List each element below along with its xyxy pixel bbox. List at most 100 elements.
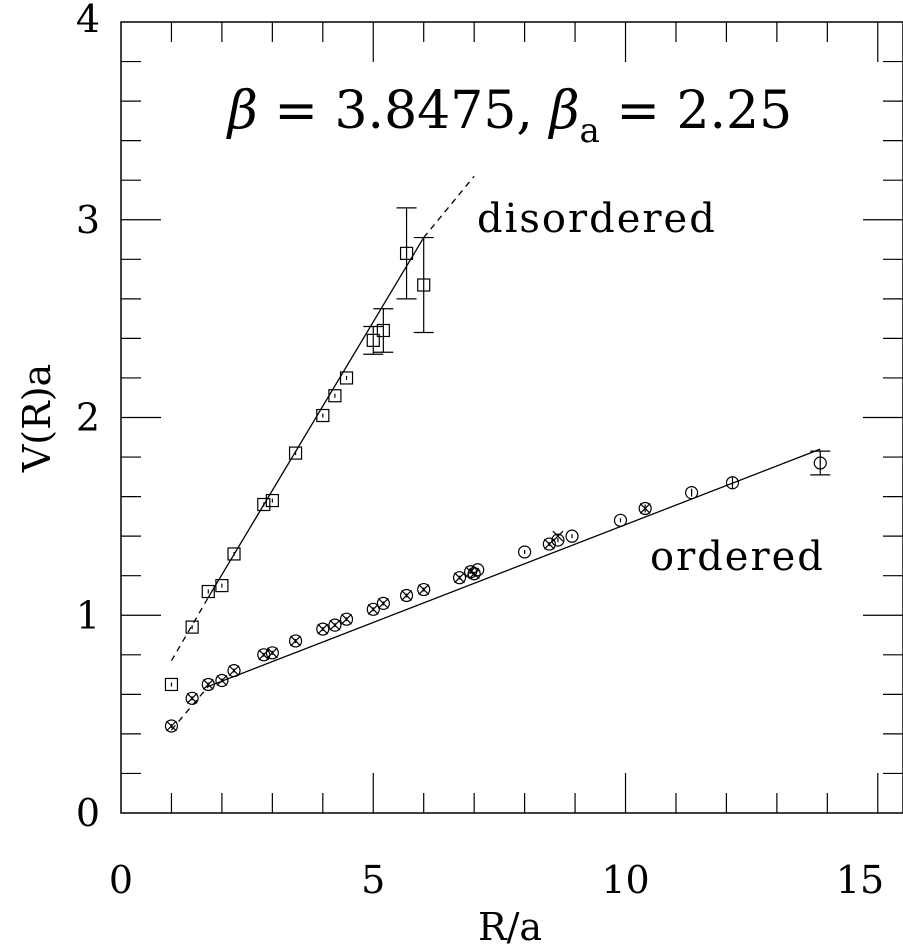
cross-marker-b [258, 649, 270, 661]
cross-marker-b [341, 613, 352, 625]
square-point [413, 236, 434, 334]
y-tick-label: 1 [76, 593, 100, 637]
cross-point [202, 679, 214, 690]
title-beta-a-symbol: β [547, 81, 579, 141]
fit-lines [170, 175, 821, 731]
circle-marker [366, 602, 380, 616]
cross-point [465, 566, 477, 578]
circle-marker [685, 486, 699, 500]
circle-point [810, 450, 831, 476]
circle-marker [565, 529, 579, 543]
circle-marker [518, 545, 532, 559]
cross-marker-b [454, 572, 465, 584]
square-point [185, 620, 199, 634]
circle-point [725, 476, 740, 490]
x-tick-label: 15 [836, 858, 884, 902]
y-tick-label: 0 [76, 791, 100, 835]
square-point [396, 207, 417, 300]
square-marker [227, 547, 241, 561]
fit-line-solid-0 [207, 237, 425, 598]
cross-marker-b [228, 665, 240, 677]
circle-marker [417, 582, 431, 597]
cross-point [317, 623, 329, 635]
cross-point [186, 692, 198, 704]
square-marker [185, 620, 199, 634]
tick-labels: 0 5 10 15 0 1 2 3 4 [76, 0, 884, 902]
fit-line-dashed-1 [170, 686, 209, 731]
cross-marker-b [401, 590, 412, 601]
square-point [201, 584, 215, 599]
title-beta-value: = 3.8475, [258, 81, 550, 141]
square-marker [366, 333, 380, 347]
cross-point [329, 619, 341, 631]
cross-point [166, 720, 177, 732]
cross-point [377, 597, 389, 609]
cross-marker-b [418, 584, 430, 595]
circle-marker [813, 456, 827, 470]
circle-marker [201, 677, 215, 692]
square-point [363, 325, 384, 355]
annotation-disordered: disordered [477, 196, 717, 242]
cross-point [266, 647, 278, 659]
cross-marker-b [166, 720, 177, 732]
square-marker [215, 578, 229, 593]
cross-point [401, 590, 412, 601]
square-point [227, 547, 241, 561]
cross-marker-b [290, 635, 301, 647]
cross-marker-b [186, 692, 198, 704]
square-point [215, 578, 229, 593]
square-marker [339, 371, 354, 385]
square-point [316, 408, 330, 423]
circle-point [685, 486, 699, 500]
circle-marker [376, 596, 390, 610]
square-marker [288, 446, 303, 460]
x-tick-label: 0 [109, 858, 133, 902]
cross-point [418, 584, 430, 595]
x-axis-label: R/a [478, 905, 542, 949]
cross-marker-b [329, 619, 341, 631]
y-tick-label: 4 [76, 0, 100, 41]
square-marker [201, 584, 215, 599]
square-marker [265, 493, 279, 508]
circle-point [613, 513, 628, 527]
square-marker [399, 246, 414, 260]
title-beta-symbol: β [226, 81, 258, 141]
square-point [257, 497, 271, 512]
circle-point [518, 545, 532, 559]
title-beta-a-value: = 2.25 [600, 81, 792, 141]
cross-point [258, 649, 270, 661]
circle-point [565, 529, 579, 543]
cross-marker-b [639, 503, 651, 514]
square-point [288, 446, 303, 460]
circle-marker [471, 563, 485, 577]
cross-marker-b [266, 647, 278, 659]
cross-marker-b [465, 566, 477, 578]
square-marker [376, 323, 390, 338]
circle-marker [399, 588, 414, 603]
circle-marker [185, 691, 199, 705]
y-axis-label: V(R)a [15, 364, 59, 473]
circle-marker [288, 634, 303, 648]
cross-point [290, 635, 301, 647]
fit-line-solid-1 [208, 448, 821, 688]
cross-marker-b [202, 679, 214, 690]
circle-marker [725, 476, 740, 490]
circle-marker [613, 513, 628, 527]
circle-marker [328, 618, 342, 632]
circle-marker [339, 612, 354, 626]
cross-point [367, 603, 379, 615]
cross-point [552, 530, 564, 542]
circle-marker [227, 664, 241, 678]
square-marker [316, 408, 330, 423]
square-point [339, 371, 354, 385]
tick-marks [121, 22, 903, 813]
x-tick-label: 10 [601, 858, 649, 902]
circle-marker [551, 533, 565, 547]
cross-point [639, 503, 651, 514]
square-marker [257, 497, 271, 512]
square-point [164, 677, 179, 692]
square-point [328, 389, 342, 403]
fit-line-dashed-upper-0 [423, 175, 475, 238]
square-marker [417, 278, 431, 292]
circle-marker [164, 719, 179, 733]
